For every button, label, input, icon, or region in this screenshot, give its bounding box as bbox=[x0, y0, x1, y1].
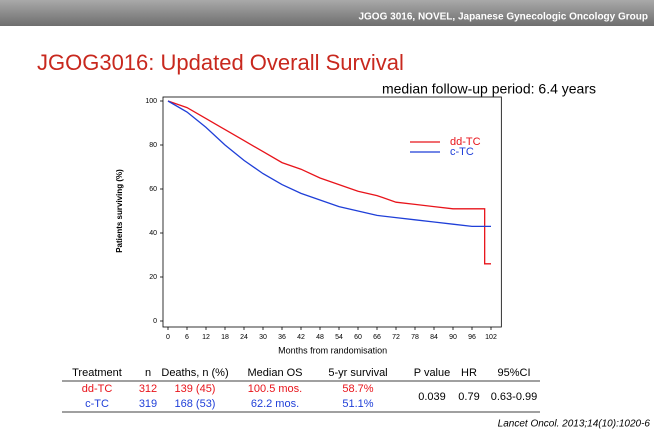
x-tick-label: 60 bbox=[354, 334, 362, 341]
table-cell: 62.2 mos. bbox=[251, 398, 299, 410]
survival-line bbox=[167, 100, 491, 228]
slide-title: JGOG3016: Updated Overall Survival bbox=[37, 50, 404, 75]
table-cell: 139 (45) bbox=[175, 383, 216, 395]
x-tick-label: 6 bbox=[185, 334, 189, 341]
x-tick-label: 54 bbox=[335, 334, 343, 341]
survival-line bbox=[167, 100, 491, 265]
header-bar bbox=[0, 0, 654, 26]
x-tick-label: 12 bbox=[202, 334, 210, 341]
x-tick-label: 96 bbox=[468, 334, 476, 341]
table-cell: c-TC bbox=[85, 398, 109, 410]
x-tick-label: 102 bbox=[485, 334, 497, 341]
table-cell: 58.7% bbox=[342, 383, 373, 395]
table-cell: 100.5 mos. bbox=[248, 383, 302, 395]
x-tick-label: 78 bbox=[411, 334, 419, 341]
citation: Lancet Oncol. 2013;14(10):1020-6 bbox=[498, 419, 651, 430]
table-cell: 168 (53) bbox=[175, 398, 216, 410]
x-tick-label: 90 bbox=[449, 334, 457, 341]
table-header: 5-yr survival bbox=[328, 367, 387, 379]
y-tick-label: 0 bbox=[153, 318, 157, 325]
plot-frame bbox=[162, 96, 502, 328]
table-cell: 0.63-0.99 bbox=[491, 391, 537, 403]
x-tick-label: 84 bbox=[430, 334, 438, 341]
table-header: n bbox=[145, 367, 151, 379]
table-cell: 0.039 bbox=[418, 391, 446, 403]
x-tick-label: 42 bbox=[297, 334, 305, 341]
x-tick-label: 30 bbox=[259, 334, 267, 341]
table-header: 95%CI bbox=[497, 367, 530, 379]
y-tick-label: 80 bbox=[149, 142, 157, 149]
table-cell: 319 bbox=[139, 398, 157, 410]
x-tick-label: 18 bbox=[221, 334, 229, 341]
table-header: HR bbox=[461, 367, 477, 379]
x-tick-label: 72 bbox=[392, 334, 400, 341]
table-cell: 51.1% bbox=[342, 398, 373, 410]
table-cell: 0.79 bbox=[458, 391, 479, 403]
x-axis-label: Months from randomisation bbox=[278, 345, 387, 355]
x-tick-label: 48 bbox=[316, 334, 324, 341]
x-tick-label: 24 bbox=[240, 334, 248, 341]
table-header: Median OS bbox=[247, 367, 302, 379]
subtitle: median follow-up period: 6.4 years bbox=[382, 81, 596, 97]
y-axis-label: Patients surviving (%) bbox=[115, 169, 124, 253]
table: Treatment n Deaths, n (%) Median OS 5-yr sur… bbox=[62, 367, 540, 413]
x-tick-label: 66 bbox=[373, 334, 381, 341]
table-header: Deaths, n (%) bbox=[161, 367, 228, 379]
legend-label: c-TC bbox=[450, 146, 474, 158]
chart: 0 20 40 60 80 100 0 6 12 18 24 30 36 42 48 54 60 66 72 78 84… bbox=[115, 96, 502, 355]
y-tick-label: 40 bbox=[149, 230, 157, 237]
x-tick-label: 0 bbox=[166, 334, 170, 341]
y-tick-label: 60 bbox=[149, 186, 157, 193]
table-cell: dd-TC bbox=[82, 383, 113, 395]
table-cell: 312 bbox=[139, 383, 157, 395]
table-header: Treatment bbox=[72, 367, 122, 379]
x-tick-label: 36 bbox=[278, 334, 286, 341]
table-header: P value bbox=[414, 367, 451, 379]
y-tick-label: 20 bbox=[149, 274, 157, 281]
y-tick-label: 100 bbox=[145, 98, 157, 105]
legend-label: dd-TC bbox=[450, 136, 481, 148]
header-text: JGOG 3016, NOVEL, Japanese Gynecologic O… bbox=[358, 12, 648, 23]
